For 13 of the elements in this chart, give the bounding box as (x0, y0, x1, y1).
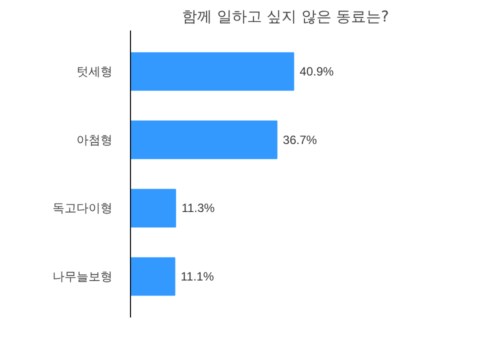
data-label: 11.1% (180, 270, 214, 284)
bar (130, 52, 294, 91)
y-tick-label: 텃세형 (76, 64, 112, 78)
y-tick-label: 아첨형 (76, 132, 112, 147)
y-tick-label: 나무늘보형 (52, 270, 112, 284)
data-label: 40.9% (300, 64, 334, 78)
chart-title: 함께 일하고 싶지 않은 동료는? (182, 8, 390, 26)
y-tick-label: 독고다이형 (52, 201, 112, 216)
bar (130, 120, 278, 160)
data-label: 11.3% (182, 201, 216, 216)
data-label: 36.7% (282, 132, 318, 147)
bar (130, 188, 176, 228)
bar (130, 257, 176, 296)
